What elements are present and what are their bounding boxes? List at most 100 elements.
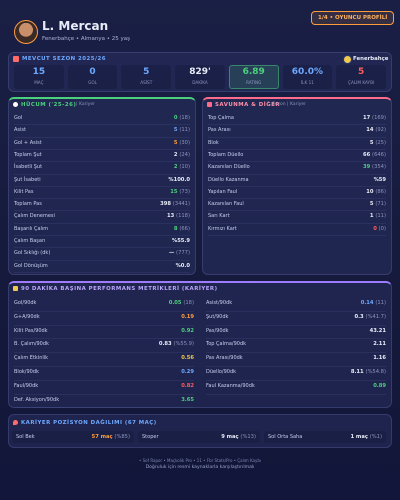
value-career: (18) [179, 115, 190, 121]
row-value: 8.11 (%54.8) [351, 369, 386, 375]
row-label: Çalım Etkinlik [14, 355, 49, 362]
row-separator [14, 185, 190, 187]
row-separator [14, 247, 190, 249]
value-main: 43.21 [369, 327, 386, 334]
value-career: (11) [179, 127, 190, 134]
row-label: Blok/90dk [14, 369, 39, 375]
row-separator [206, 366, 386, 367]
row-label: Pas Arası [208, 127, 231, 134]
position-label: Stoper [142, 434, 159, 440]
stat-value: 60.0% [291, 67, 324, 77]
season-club: Fenerbahçe [353, 56, 389, 62]
season-title: MEVCUT SEZON 2025/26 [22, 56, 107, 62]
row-separator [206, 324, 386, 326]
profile-badge[interactable]: 1/4 • OYUNCU PROFİLİ [311, 11, 395, 25]
value-main: 0.05 [168, 300, 182, 306]
position-value: 57 maç (%85) [92, 434, 130, 440]
row-separator [208, 136, 386, 138]
row-value: 14 (92) [366, 127, 386, 133]
row-value: 10 (86) [366, 189, 386, 195]
calendar-icon [13, 56, 19, 62]
row-label: B. Çalım/90dk [14, 341, 49, 348]
row-separator [208, 235, 386, 236]
row-separator [14, 352, 194, 354]
defense-icon [207, 102, 212, 107]
row-separator [14, 310, 194, 312]
row-value: 0 (0) [373, 226, 386, 232]
row-separator [208, 210, 386, 212]
value-main: 0.83 [158, 341, 172, 348]
row-separator [14, 235, 190, 236]
value-main: 5 [173, 139, 178, 146]
row-label: G+A/90dk [14, 313, 40, 320]
stat-value: 5 [358, 67, 365, 77]
stat-value: 15 [32, 67, 46, 77]
row-label: Sarı Kart [208, 213, 230, 220]
row-label: Toplam Şut [14, 151, 42, 158]
row-value: %55.9 [172, 238, 190, 244]
row-label: Başarılı Çalım [14, 225, 49, 232]
row-value: 2 (10) [174, 164, 190, 170]
row-label: Gol/90dk [14, 300, 37, 306]
row-label: Top Çalma [208, 115, 234, 121]
value-career: (11) [375, 213, 386, 220]
attack-panel [8, 97, 196, 275]
row-separator [14, 136, 190, 138]
row-value: 43.21 [370, 328, 386, 334]
value-career: (25) [375, 139, 386, 146]
row-label: Blok [208, 139, 219, 146]
row-separator [14, 271, 190, 273]
value-career: (169) [372, 115, 386, 121]
row-label: Gol Sıklığı (dk) [14, 250, 51, 257]
stat-value: 0 [89, 67, 96, 77]
row-label: Gol + Asist [14, 139, 42, 146]
value-main: 398 [160, 201, 171, 208]
position-matches: 57 maç [91, 434, 113, 440]
row-value: 0.92 [181, 328, 194, 334]
row-separator [14, 173, 190, 175]
row-label: Kilit Pas/90dk [14, 327, 48, 334]
row-value: 2.11 [373, 341, 386, 347]
position-pct: (%1) [369, 434, 382, 440]
value-main: 0.14 [360, 300, 374, 306]
row-value: 0.82 [181, 383, 194, 389]
row-separator [206, 352, 386, 354]
row-label: Kilit Pas [14, 188, 34, 195]
row-label: Kazanılan Düello [208, 164, 250, 171]
value-main: 2.11 [373, 341, 386, 348]
value-main: 0 [373, 225, 377, 232]
row-label: Gol Dönüşüm [14, 262, 48, 269]
position-box [12, 431, 134, 443]
row-value: 5 (25) [370, 140, 386, 146]
row-value: 17 (169) [363, 115, 386, 121]
row-separator [14, 210, 190, 212]
row-label: Şut/90dk [206, 313, 229, 320]
value-main: 15 [170, 188, 178, 195]
value-career: (73) [179, 188, 190, 195]
value-main: 2 [173, 151, 178, 158]
row-value: 0.3 (%41.7) [354, 314, 386, 320]
value-career: (66) [179, 225, 190, 232]
row-value: 39 (354) [363, 164, 386, 170]
stat-label: MAÇ [34, 80, 44, 85]
position-value: 9 maç (%13) [221, 434, 256, 440]
value-main: 5 [173, 127, 178, 134]
row-label: Faul/90dk [14, 382, 39, 389]
row-separator [14, 338, 194, 340]
row-separator [14, 366, 194, 367]
player-name: L. Mercan [42, 19, 109, 33]
row-label: Çalım Başarı [14, 238, 46, 244]
row-value: 5 (11) [174, 127, 190, 133]
row-label: Asist/90dk [206, 300, 233, 306]
value-career: (92) [375, 127, 386, 134]
row-value: 398 (3441) [160, 201, 190, 207]
value-main: 17 [363, 115, 371, 121]
position-box [264, 431, 386, 443]
value-main: %0.0 [175, 262, 190, 269]
row-label: Pas/90dk [206, 327, 229, 334]
row-value: 0.05 (18) [169, 300, 194, 306]
value-main: 0.89 [373, 382, 386, 389]
row-label: Kazanılan Faul [208, 201, 244, 208]
stat-value: 6.89 [242, 67, 265, 77]
row-label: Kırmızı Kart [208, 225, 237, 232]
